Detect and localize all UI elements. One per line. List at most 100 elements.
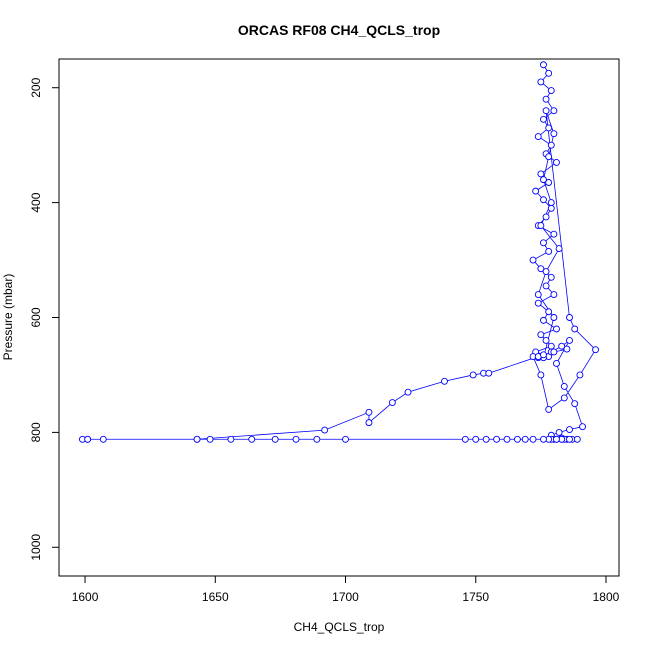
x-tick-label: 1700 (332, 590, 359, 604)
data-point (534, 299, 542, 307)
data-point (472, 435, 480, 443)
data-point (542, 282, 550, 290)
data-point (542, 107, 550, 115)
series-line (82, 64, 597, 440)
data-point (545, 124, 553, 132)
data-point (547, 87, 555, 95)
data-point (292, 435, 300, 443)
data-point (547, 141, 555, 149)
data-point (542, 268, 550, 275)
data-point (540, 196, 547, 204)
data-point (550, 107, 558, 115)
data-point (545, 308, 553, 316)
data-point (550, 348, 558, 356)
data-point (469, 371, 477, 379)
data-point (321, 426, 329, 434)
data-point (555, 428, 563, 436)
data-point (540, 435, 547, 443)
data-point (540, 239, 547, 247)
y-tick-label: 200 (29, 77, 43, 97)
data-point (485, 369, 493, 377)
data-point (550, 130, 558, 138)
data-point (545, 405, 553, 413)
data-point (550, 291, 558, 298)
x-tick-label: 1800 (593, 590, 620, 604)
x-tick-label: 1600 (72, 590, 99, 604)
data-point (365, 419, 373, 427)
data-point (566, 426, 573, 433)
data-point (482, 435, 490, 443)
series-layer (78, 61, 600, 443)
y-axis: 200 400 600 800 1000 (29, 77, 60, 561)
data-point (534, 133, 542, 141)
data-point (227, 435, 235, 443)
data-point (540, 115, 547, 123)
data-point (271, 435, 279, 443)
data-point (571, 400, 579, 408)
data-point (560, 394, 568, 402)
data-point (537, 331, 545, 339)
data-point (553, 435, 560, 443)
data-point (566, 435, 573, 443)
data-point (576, 371, 584, 379)
data-point (534, 291, 542, 298)
data-point (547, 342, 555, 350)
data-point (461, 435, 469, 443)
data-point (404, 388, 412, 396)
data-point (532, 187, 540, 195)
data-point (560, 382, 568, 390)
data-point (579, 423, 586, 431)
data-point (592, 346, 600, 354)
data-point (545, 153, 553, 161)
data-point (542, 213, 550, 221)
data-point (540, 176, 547, 184)
x-axis-label: CH4_QCLS_trop (294, 620, 385, 634)
data-point (84, 435, 92, 443)
data-point (573, 435, 581, 443)
data-point (566, 337, 573, 344)
data-point (553, 158, 560, 166)
data-point (550, 230, 558, 238)
data-point (99, 435, 107, 443)
data-point (206, 435, 214, 443)
data-point (542, 337, 550, 344)
data-point (558, 342, 566, 350)
data-point (563, 345, 571, 353)
data-point (537, 222, 545, 230)
y-tick-label: 600 (29, 307, 43, 327)
data-point (513, 435, 521, 443)
data-point (313, 435, 321, 443)
y-tick-label: 800 (29, 422, 43, 442)
data-point (365, 408, 373, 416)
data-point (553, 360, 560, 367)
data-point (545, 69, 553, 77)
data-point (550, 314, 558, 321)
data-point (193, 435, 201, 443)
y-tick-label: 1000 (29, 534, 43, 561)
data-point (545, 247, 553, 255)
data-point (493, 435, 501, 443)
data-point (342, 435, 349, 443)
x-axis: 1600 1650 1700 1750 1800 (72, 575, 620, 604)
data-point (388, 399, 396, 406)
y-axis-label: Pressure (mbar) (1, 274, 15, 361)
data-point (537, 78, 545, 86)
data-point (540, 351, 547, 359)
data-point (540, 316, 547, 324)
data-point (547, 273, 555, 281)
data-point (553, 325, 560, 333)
data-point (566, 314, 573, 321)
data-point (529, 256, 537, 264)
x-tick-label: 1750 (462, 590, 489, 604)
data-point (571, 325, 579, 333)
y-tick-label: 400 (29, 192, 43, 212)
data-point (555, 245, 563, 253)
data-point (441, 377, 448, 385)
data-point (542, 95, 550, 103)
data-point (521, 435, 529, 443)
x-tick-label: 1650 (202, 590, 229, 604)
data-point (537, 170, 545, 178)
data-point (547, 199, 555, 207)
data-point (547, 204, 555, 212)
